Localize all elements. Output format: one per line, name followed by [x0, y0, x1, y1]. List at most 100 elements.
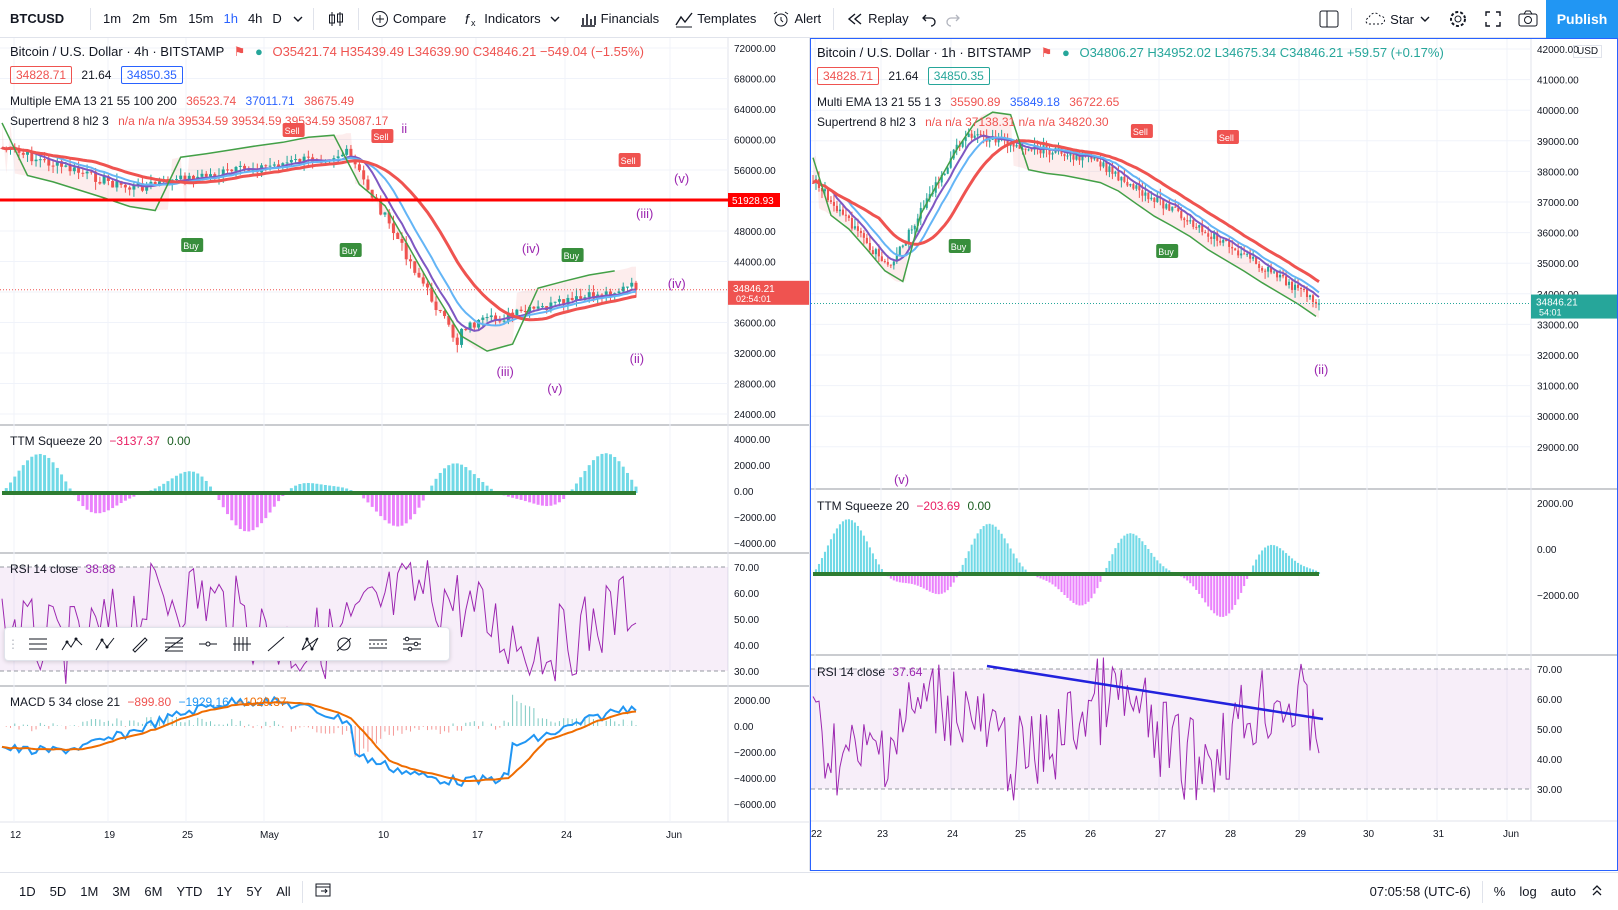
elliott-wave-tool-icon[interactable]: [55, 629, 89, 659]
candle-body: [1135, 185, 1138, 189]
candle-body: [123, 184, 127, 188]
candle-body: [1153, 197, 1156, 203]
range-1m[interactable]: 1M: [80, 884, 99, 899]
clock[interactable]: 07:05:58 (UTC-6): [1369, 884, 1471, 899]
financials-button[interactable]: Financials: [571, 0, 668, 38]
candle-body: [438, 309, 442, 312]
sell-signal-badge: [282, 123, 305, 137]
goto-date-button[interactable]: [307, 882, 339, 901]
range-3m[interactable]: 3M: [112, 884, 131, 899]
settings-button[interactable]: [1440, 0, 1476, 38]
ruler-tool-icon[interactable]: [225, 629, 259, 659]
interval-1h[interactable]: 1h: [223, 11, 238, 26]
layout-button[interactable]: [1311, 0, 1347, 38]
templates-button[interactable]: Templates: [667, 0, 764, 38]
interval-4h[interactable]: 4h: [247, 11, 263, 26]
horizontal-lines-tool-icon[interactable]: [21, 629, 55, 659]
candle-body: [387, 212, 391, 224]
left-chart-canvas[interactable]: 72000.00 68000.00 64000.00 60000.00 56000.00…: [0, 38, 810, 871]
candle-body: [634, 282, 638, 290]
candle-body: [464, 328, 468, 330]
interval-1m[interactable]: 1m: [103, 11, 122, 26]
range-6m[interactable]: 6M: [144, 884, 163, 899]
candle-body: [345, 148, 349, 155]
interval-5m[interactable]: 5m: [159, 11, 178, 26]
candle-body: [340, 154, 344, 157]
hline-price-label: 51928.93: [732, 196, 774, 207]
interval-dropdown[interactable]: [287, 0, 309, 38]
candle-body: [1261, 267, 1264, 271]
candle-body: [64, 165, 68, 167]
trend-line-tool-icon[interactable]: [259, 629, 293, 659]
candle-body: [221, 169, 225, 176]
auto-toggle[interactable]: auto: [1550, 884, 1576, 899]
candle-body: [540, 306, 544, 308]
range-1y[interactable]: 1Y: [216, 884, 233, 899]
pencil-tool-icon[interactable]: [123, 629, 157, 659]
ask-price[interactable]: 34850.35: [120, 66, 183, 84]
candle-body: [1141, 190, 1144, 196]
currency-label[interactable]: USD: [1573, 45, 1603, 58]
left-chart-pane[interactable]: 72000.00 68000.00 64000.00 60000.00 56000.00…: [0, 38, 810, 871]
chart-type-button[interactable]: [318, 0, 354, 38]
log-toggle[interactable]: log: [1519, 884, 1537, 899]
fib-tool-icon[interactable]: [157, 629, 191, 659]
candle-body: [557, 299, 561, 302]
publish-button[interactable]: Publish: [1546, 0, 1618, 38]
indicator-tick-label: −2000.00: [1537, 591, 1579, 602]
candle-body: [455, 337, 459, 345]
range-5y[interactable]: 5Y: [246, 884, 263, 899]
interval-d[interactable]: D: [272, 11, 282, 26]
star-button[interactable]: Star: [1356, 0, 1440, 38]
price-tick-label: 44000.00: [734, 258, 776, 269]
time-tick-label: 31: [1433, 829, 1445, 840]
interval-15m[interactable]: 15m: [188, 11, 214, 26]
pattern-tool-icon[interactable]: [293, 629, 327, 659]
compare-button[interactable]: Compare: [363, 0, 454, 38]
candle-body: [179, 175, 183, 179]
candle-body: [979, 134, 982, 136]
redo-button[interactable]: [941, 0, 965, 38]
replay-button[interactable]: Replay: [838, 0, 916, 38]
percent-toggle[interactable]: %: [1493, 884, 1506, 899]
bid-price[interactable]: 34828.71: [817, 67, 880, 85]
ema-value-2: 35849.18: [1009, 95, 1060, 109]
line-segment-tool-icon[interactable]: [191, 629, 225, 659]
range-1d[interactable]: 1D: [19, 884, 36, 899]
right-chart-canvas[interactable]: 42000.00 41000.00 40000.00 39000.00 38000.00…: [811, 39, 1617, 870]
gann-tool-icon[interactable]: [327, 629, 361, 659]
spread: 21.64: [81, 68, 112, 82]
candle-body: [1305, 289, 1309, 298]
range-all[interactable]: All: [276, 884, 291, 899]
candle-body: [1198, 225, 1201, 228]
signal-label: Sell: [373, 132, 388, 142]
undo-button[interactable]: [917, 0, 941, 38]
candle-body: [1267, 266, 1270, 272]
alert-button[interactable]: Alert: [764, 0, 829, 38]
drag-handle-icon[interactable]: ⋮: [7, 637, 19, 651]
channel-tool-icon[interactable]: [361, 629, 395, 659]
candle-body: [835, 205, 839, 212]
indicator-tick-label: 2000.00: [734, 696, 771, 707]
fullscreen-button[interactable]: [1476, 0, 1510, 38]
snapshot-button[interactable]: [1510, 0, 1546, 38]
ask-price[interactable]: 34850.35: [927, 67, 990, 85]
symbol-search[interactable]: BTCUSD: [10, 11, 65, 26]
candle-body: [430, 287, 434, 302]
flag-icon: ⚑: [1040, 45, 1053, 60]
indicator-tick-label: 0.00: [734, 487, 754, 498]
range-5d[interactable]: 5D: [49, 884, 67, 899]
collapse-panel-button[interactable]: [1583, 883, 1618, 900]
spread: 21.64: [888, 69, 919, 83]
candle-body: [1231, 246, 1234, 249]
settings-lines-tool-icon[interactable]: [395, 629, 429, 659]
abc-wave-tool-icon[interactable]: [89, 629, 123, 659]
interval-2m[interactable]: 2m: [132, 11, 151, 26]
range-ytd[interactable]: YTD: [176, 884, 203, 899]
right-chart-pane[interactable]: 42000.00 41000.00 40000.00 39000.00 38000.00…: [810, 38, 1618, 871]
candle-body: [1314, 301, 1318, 304]
bid-price[interactable]: 34828.71: [10, 66, 73, 84]
divider: [301, 880, 303, 903]
time-tick-label: 22: [811, 829, 823, 840]
